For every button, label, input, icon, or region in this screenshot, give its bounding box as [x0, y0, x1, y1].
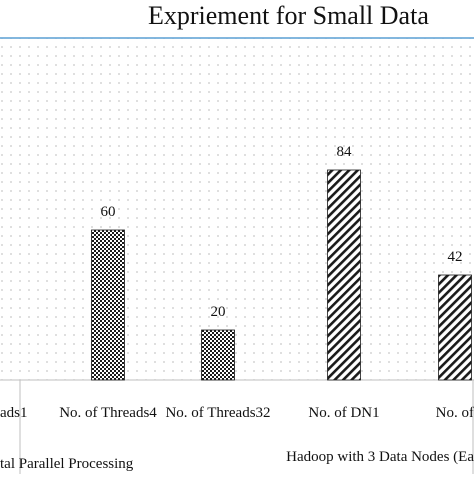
- bar-3: [201, 329, 235, 381]
- x-tick-label-2: No. of Threads4: [59, 405, 157, 421]
- value-labels-layer: 60 20 84 42: [101, 144, 463, 320]
- chart-title: Expriement for Small Data: [148, 1, 429, 30]
- bar-2: [91, 229, 125, 381]
- value-label-2: 60: [101, 204, 116, 220]
- bar-5: [438, 274, 472, 381]
- bar-4: [327, 169, 361, 381]
- x-tick-label-1: ads1: [0, 405, 28, 421]
- tick-labels-layer: ads1 No. of Threads4 No. of Threads32 No. o…: [0, 405, 474, 421]
- x-tick-label-5: No. of: [436, 405, 474, 421]
- group-label-2: Hadoop with 3 Data Nodes (Ea: [286, 449, 474, 465]
- group-label-1: tal Parallel Processing: [0, 456, 134, 472]
- value-label-5: 42: [448, 249, 463, 265]
- bars-layer: [91, 169, 472, 381]
- plot-area: [0, 38, 474, 380]
- value-label-4: 84: [337, 144, 353, 160]
- value-label-3: 20: [211, 304, 226, 320]
- x-tick-label-3: No. of Threads32: [165, 405, 270, 421]
- x-tick-label-4: No. of DN1: [308, 405, 379, 421]
- group-labels-layer: tal Parallel Processing Hadoop with 3 Dat…: [0, 449, 474, 472]
